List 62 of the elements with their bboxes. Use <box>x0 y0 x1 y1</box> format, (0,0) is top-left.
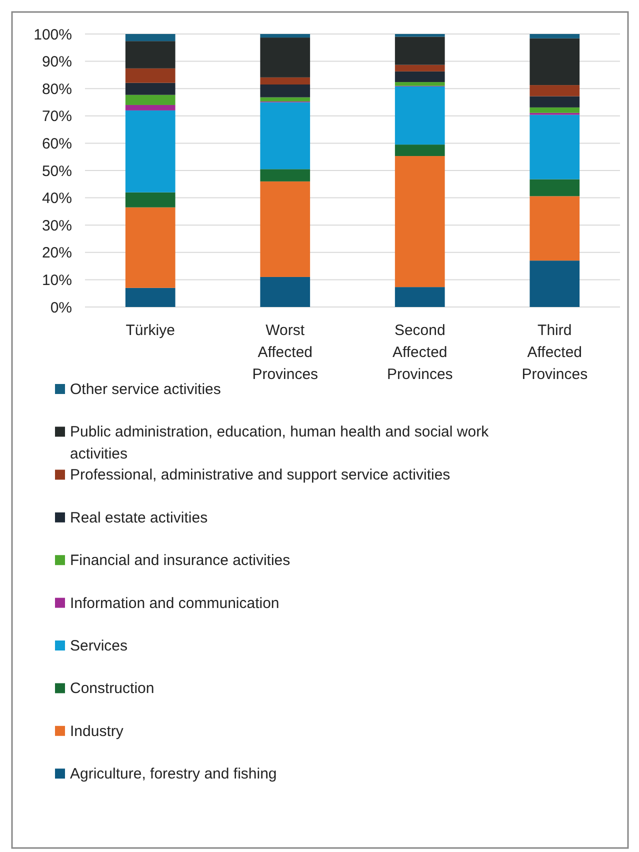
bar <box>260 169 310 182</box>
bar <box>394 64 445 72</box>
bar <box>260 97 310 102</box>
bar <box>260 77 310 85</box>
bar <box>530 96 580 108</box>
bar <box>394 34 445 37</box>
bar <box>260 34 310 38</box>
legend-label: Real estate activities <box>70 509 208 526</box>
y-tick-label: 10% <box>42 272 72 289</box>
y-tick-label: 60% <box>42 135 72 152</box>
y-tick-label: 80% <box>42 80 72 98</box>
bar <box>394 287 445 307</box>
bar <box>125 207 176 288</box>
bar <box>260 276 310 307</box>
legend-label: Information and communication <box>70 594 280 612</box>
bar <box>260 84 310 98</box>
legend-label: Services <box>70 638 128 654</box>
bar <box>530 179 580 196</box>
x-tick-label: Türkiye <box>126 322 175 339</box>
bar <box>260 102 310 170</box>
bar <box>530 34 580 38</box>
y-tick-label: 90% <box>42 54 72 71</box>
y-tick-label: 70% <box>42 108 72 126</box>
bar <box>125 94 176 105</box>
legend-label: Construction <box>70 680 154 698</box>
bar <box>260 38 310 78</box>
bar <box>260 181 310 277</box>
bar <box>125 104 176 110</box>
bar <box>530 107 580 113</box>
bar <box>530 38 580 86</box>
bar <box>125 288 176 307</box>
legend-label: Industry <box>70 722 124 740</box>
x-tick-label: Third Affected Provinces <box>522 322 588 383</box>
y-tick-label: 0% <box>50 299 72 316</box>
bar <box>125 41 176 68</box>
y-tick-label: 100% <box>34 26 72 44</box>
bar <box>394 86 445 145</box>
legend-label: Public administration, education, human health and social work activities <box>70 424 490 463</box>
bar <box>530 260 580 307</box>
x-tick-label: Worst Affected Provinces <box>252 322 318 383</box>
bar <box>125 34 176 42</box>
legend-label: Other service activities <box>70 381 221 398</box>
legend-label: Financial and insurance activities <box>70 552 290 570</box>
y-tick-label: 50% <box>42 162 72 180</box>
bar <box>125 110 176 192</box>
legend-label: Professional, administrative and support service activities <box>70 466 450 484</box>
bar <box>530 114 580 180</box>
y-tick-label: 20% <box>42 244 72 262</box>
bar <box>125 68 176 83</box>
bar <box>394 82 445 86</box>
bar <box>394 144 445 156</box>
bar <box>394 156 445 288</box>
bar <box>394 36 445 65</box>
bar <box>530 85 580 96</box>
bar <box>530 196 580 261</box>
y-tick-label: 30% <box>42 217 72 234</box>
bar <box>125 82 176 95</box>
bar <box>125 192 176 208</box>
legend-label: Agriculture, forestry and fishing <box>70 766 277 783</box>
x-tick-label: Second Affected Provinces <box>386 322 453 383</box>
y-tick-label: 40% <box>42 190 72 208</box>
bar <box>394 71 445 82</box>
